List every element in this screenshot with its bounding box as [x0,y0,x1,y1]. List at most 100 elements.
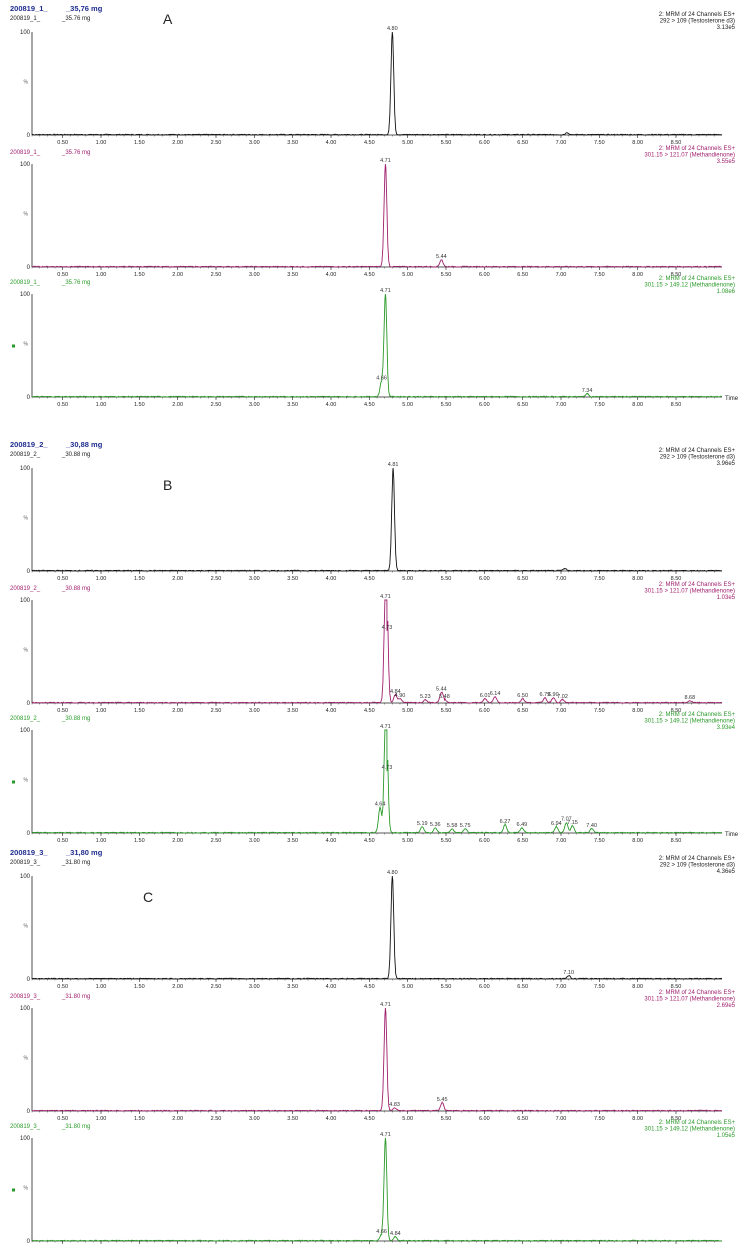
peak-label: 5.48 [439,694,450,700]
peak-label: 7.34 [582,388,593,394]
x-tick-label: 4.00 [326,1116,337,1122]
x-tick-label: 1.50 [134,402,145,408]
x-tick-label: 0.50 [57,140,68,146]
trace-black: 200819_3_ _31.80 mg 2: MRM of 24 Channels … [10,856,736,990]
panel-c: 200819_3_ _31,80 mg C 200819_3_ _31.80 mg 2: … [10,848,736,1245]
x-tick-label: 4.50 [364,708,375,714]
peak-label: 4.71 [380,288,391,294]
y-percent-label: % [24,80,29,86]
y-tick-label: 0 [27,701,31,707]
x-axis-label: Time [725,396,739,402]
x-tick-label: 2.50 [211,1116,222,1122]
trace-info-line: 4.36e5 [717,869,736,875]
x-tick-label: 3.00 [249,1116,260,1122]
peak-label: 4.71 [380,594,391,600]
trace-mass-label: _35.76 mg [61,16,90,22]
trace-sample-label: 200819_1_ [10,150,41,156]
x-tick-label: 5.50 [441,140,452,146]
peak-label: 6.14 [490,691,501,697]
trace-info-line: 3.93e4 [717,725,736,731]
x-tick-label: 3.00 [249,708,260,714]
x-tick-label: 8.00 [632,984,643,990]
peak-label: 4.81 [388,462,399,468]
x-tick-label: 1.00 [96,1116,107,1122]
y-tick-label: 100 [20,292,31,298]
x-tick-label: 1.50 [134,576,145,582]
x-tick-label: 5.00 [402,576,413,582]
x-tick-label: 5.50 [441,984,452,990]
y-percent-label: % [24,342,29,348]
x-tick-label: 4.50 [364,402,375,408]
x-tick-label: 2.50 [211,402,222,408]
x-tick-label: 4.00 [326,140,337,146]
y-tick-label: 100 [20,1006,31,1012]
peak-label: 4.71 [380,724,391,730]
peak-label: 4.73 [382,625,393,631]
y-tick-label: 0 [27,831,31,837]
peak-label: 6.94 [551,821,562,827]
trace-line [31,31,723,136]
trace-sample-label: 200819_3_ [10,994,41,1000]
x-tick-label: 7.00 [556,984,567,990]
peak-label: 4.84 [390,689,401,695]
y-tick-label: 100 [20,874,31,880]
trace-info-line: 292 > 109 (Testosterone d3) [660,863,735,869]
x-tick-label: 6.50 [517,838,528,844]
x-tick-label: 0.50 [57,1116,68,1122]
x-tick-label: 6.00 [479,708,490,714]
trace-green: 200819_3_ _31.80 mg 2: MRM of 24 Channels … [10,1120,736,1245]
peak-label: 5.23 [420,694,431,700]
x-tick-label: 3.00 [249,402,260,408]
x-tick-label: 6.50 [517,1116,528,1122]
trace-info-line: 3.13e5 [717,25,736,31]
trace-marker [12,1188,15,1192]
x-tick-label: 5.00 [402,272,413,278]
x-tick-label: 6.50 [517,402,528,408]
x-tick-label: 1.00 [96,576,107,582]
x-tick-label: 8.50 [671,402,682,408]
trace-green: 200819_2_ _30.88 mg 2: MRM of 24 Channels … [10,712,739,844]
x-tick-label: 6.00 [479,140,490,146]
peak-label: 5.44 [436,687,447,693]
x-tick-label: 8.00 [632,272,643,278]
panel-sample-mass: _30,88 mg [65,440,103,449]
x-tick-label: 3.50 [287,272,298,278]
peak-label: 4.64 [375,801,386,807]
trace-info-line: 2: MRM of 24 Channels ES+ [659,146,736,152]
x-tick-label: 7.50 [594,708,605,714]
y-tick-label: 0 [27,1109,31,1115]
x-tick-label: 3.50 [287,984,298,990]
x-tick-label: 8.00 [632,402,643,408]
peak-label: 7.07 [561,817,572,823]
trace-line [31,599,723,704]
x-tick-label: 8.50 [671,1116,682,1122]
x-tick-label: 5.50 [441,402,452,408]
x-tick-label: 7.50 [594,272,605,278]
panel-b: 200819_2_ _30,88 mg B 200819_2_ _30.88 mg 2: … [10,440,739,844]
x-tick-label: 5.50 [441,708,452,714]
trace-info-line: 301.15 > 121.07 (Methandienone) [644,153,735,159]
peak-label: 5.58 [447,823,458,829]
trace-info-line: 2: MRM of 24 Channels ES+ [659,582,736,588]
panel-sample-mass: _35,76 mg [65,4,103,13]
trace-line [31,163,723,268]
x-tick-label: 2.00 [172,272,183,278]
x-tick-label: 2.00 [172,576,183,582]
x-tick-label: 1.50 [134,1116,145,1122]
x-tick-label: 1.00 [96,708,107,714]
y-tick-label: 0 [27,265,31,271]
y-tick-label: 0 [27,569,31,575]
x-tick-label: 4.50 [364,984,375,990]
trace-mass-label: _35.76 mg [61,280,90,286]
x-tick-label: 2.00 [172,708,183,714]
x-tick-label: 6.00 [479,576,490,582]
trace-sample-label: 200819_3_ [10,1124,41,1130]
trace-magenta: 200819_1_ _35.76 mg 2: MRM of 24 Channels … [10,146,736,278]
x-tick-label: 6.00 [479,402,490,408]
x-tick-label: 5.00 [402,402,413,408]
x-tick-label: 3.50 [287,838,298,844]
trace-line [31,1137,723,1242]
peak-label: 4.71 [380,158,391,164]
x-tick-label: 7.00 [556,272,567,278]
x-tick-label: 2.00 [172,838,183,844]
